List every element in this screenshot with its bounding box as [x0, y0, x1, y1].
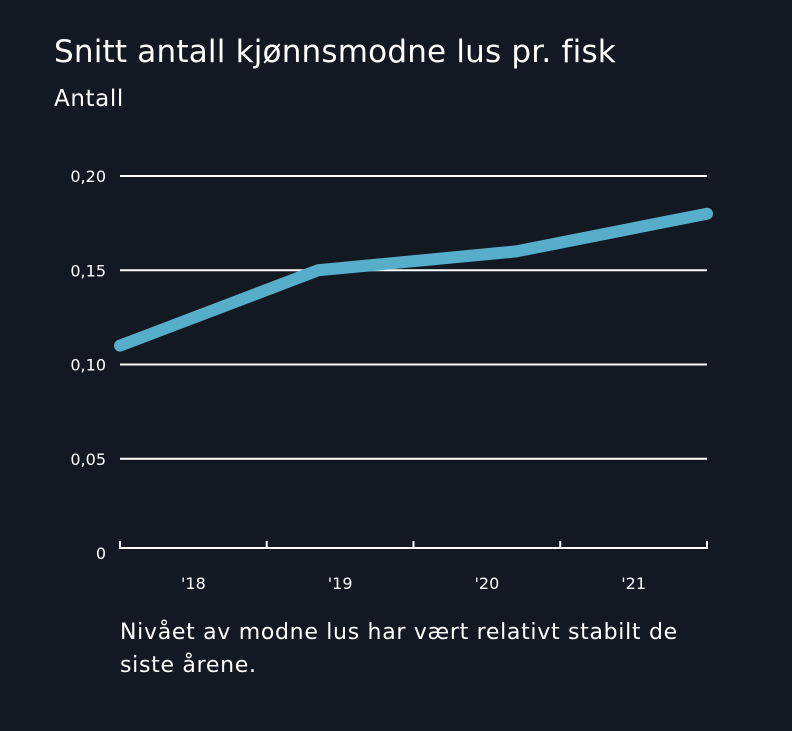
y-tick-label: 0,20	[70, 167, 106, 186]
chart-caption: Nivået av modne lus har vært relativt st…	[120, 620, 678, 678]
y-axis-label: Antall	[54, 86, 124, 112]
y-tick-label: 0,05	[70, 450, 106, 469]
series-line	[114, 207, 713, 352]
chart-title: Snitt antall kjønnsmodne lus pr. fisk	[54, 34, 616, 70]
y-tick-label: 0,10	[70, 356, 106, 375]
x-tick-label: '21	[621, 574, 646, 593]
x-tick-label: '18	[181, 574, 206, 593]
y-tick-label: 0	[96, 544, 106, 563]
x-tick-label: '19	[328, 574, 353, 593]
x-tick-label: '20	[474, 574, 499, 593]
y-tick-label: 0,15	[70, 261, 106, 280]
